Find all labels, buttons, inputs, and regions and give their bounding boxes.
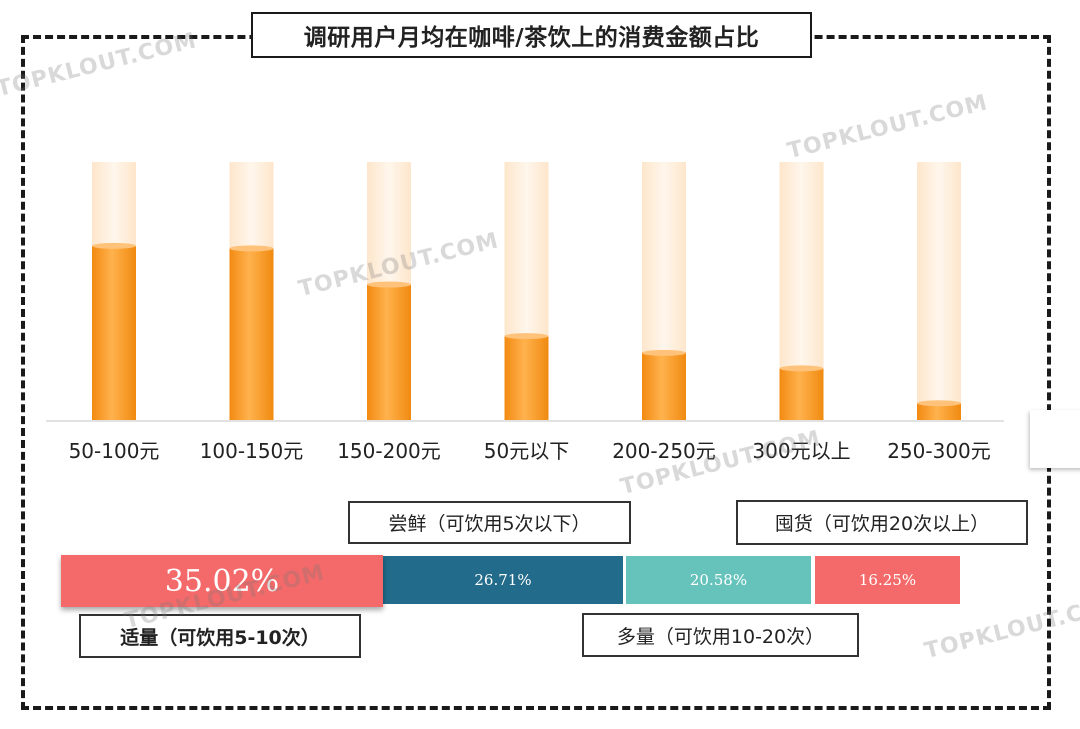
label-stockpile: 囤货（可饮用20次以上）: [736, 500, 1028, 545]
bar-cap-0: [92, 242, 136, 249]
bar-track-6: [917, 162, 961, 420]
bar-cap-1: [229, 245, 274, 252]
x-tick-label-0: 50-100元: [69, 439, 160, 463]
x-tick-label-4: 200-250元: [612, 439, 716, 463]
edge-card: [1030, 410, 1080, 468]
segment-stockpile: 16.25%: [815, 556, 960, 604]
label-trial: 尝鲜（可饮用5次以下）: [348, 501, 631, 544]
label-large: 多量（可饮用10-20次）: [582, 613, 859, 657]
bar-cap-4: [642, 349, 686, 356]
bar-5: [779, 368, 824, 420]
segment-large: 20.58%: [626, 556, 811, 604]
segment-moderate: 35.02%: [61, 555, 383, 607]
bar-0: [92, 245, 136, 420]
x-tick-label-2: 150-200元: [337, 439, 441, 463]
bar-3: [504, 336, 549, 420]
bar-1: [229, 248, 274, 420]
label-moderate: 适量（可饮用5-10次）: [79, 614, 361, 658]
x-tick-label-3: 50元以下: [484, 439, 569, 463]
bar-cap-5: [779, 365, 824, 372]
bar-cap-3: [504, 333, 549, 340]
chart-title: 调研用户月均在咖啡/茶饮上的消费金额占比: [251, 12, 812, 58]
bar-4: [642, 352, 686, 420]
x-tick-label-1: 100-150元: [200, 439, 304, 463]
x-tick-label-6: 250-300元: [887, 439, 991, 463]
bar-cap-6: [917, 400, 961, 407]
bar-2: [367, 284, 411, 420]
segment-trial: 26.71%: [383, 556, 623, 604]
bar-cap-2: [367, 281, 411, 288]
bar-6: [917, 403, 961, 420]
x-tick-label-5: 300元以上: [752, 439, 850, 463]
